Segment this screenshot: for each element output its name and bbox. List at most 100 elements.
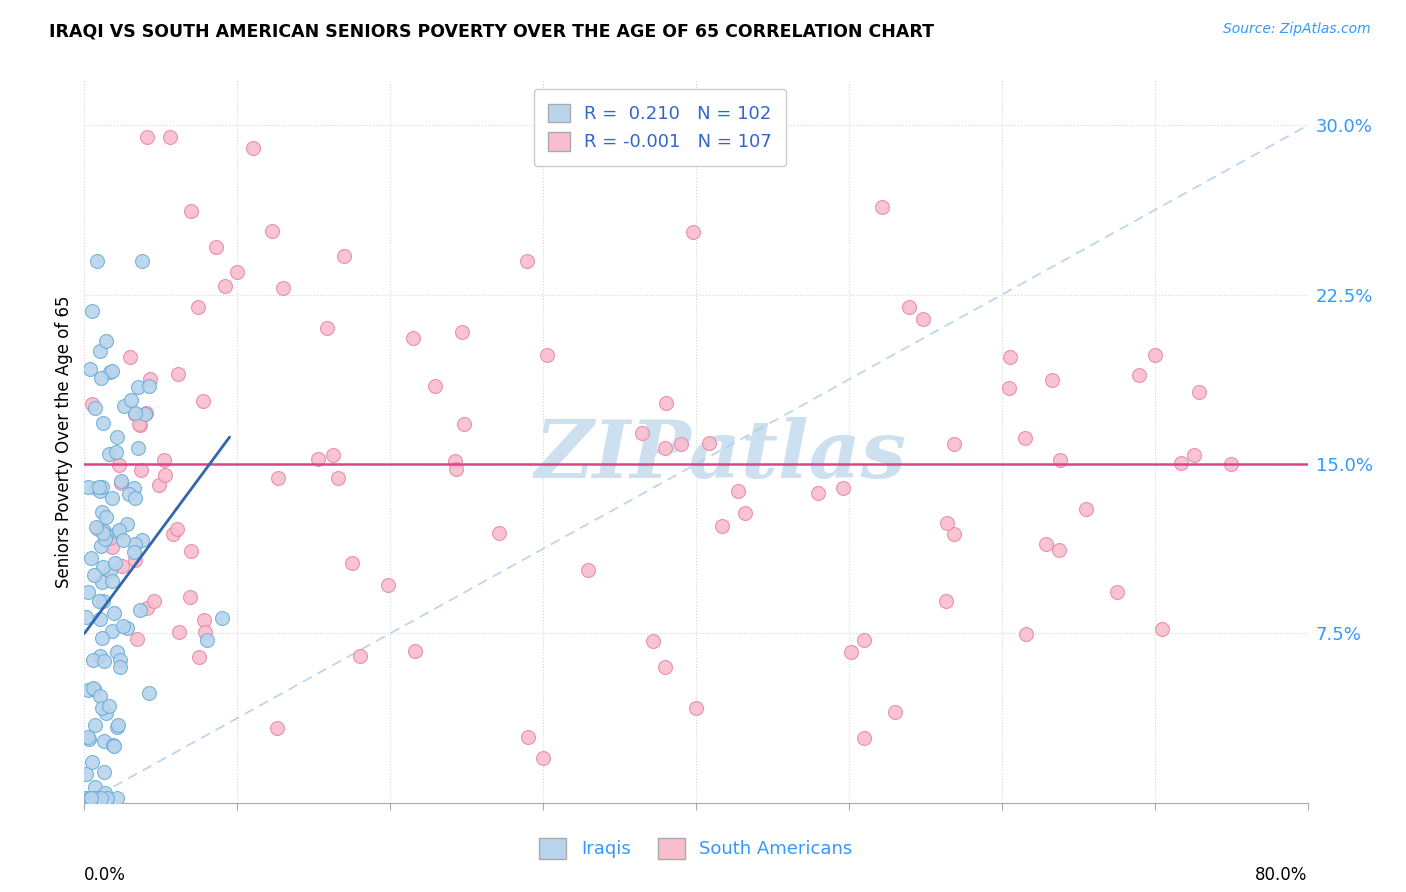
Point bbox=[138, 686, 160, 700]
Point bbox=[87, 522, 110, 536]
Point bbox=[110, 475, 132, 489]
Point bbox=[83, 681, 105, 696]
Point bbox=[80, 303, 103, 318]
Point bbox=[166, 522, 188, 536]
Legend: Iraqis, South Americans: Iraqis, South Americans bbox=[533, 830, 859, 866]
Point bbox=[94, 706, 117, 721]
Point bbox=[128, 603, 150, 617]
Point bbox=[1074, 502, 1097, 516]
Point bbox=[83, 568, 105, 582]
Point bbox=[124, 408, 146, 422]
Point bbox=[105, 430, 128, 444]
Point bbox=[101, 574, 124, 589]
Point bbox=[1035, 537, 1057, 551]
Point bbox=[135, 406, 157, 420]
Point bbox=[91, 417, 114, 431]
Point bbox=[516, 731, 538, 745]
Point bbox=[127, 441, 149, 455]
Point bbox=[727, 484, 749, 499]
Point bbox=[80, 756, 103, 770]
Point bbox=[167, 367, 190, 381]
Point bbox=[93, 765, 115, 780]
Point bbox=[138, 378, 160, 392]
Point bbox=[128, 418, 150, 433]
Point bbox=[124, 491, 146, 505]
Point bbox=[107, 458, 129, 472]
Point bbox=[86, 791, 108, 805]
Point bbox=[89, 483, 111, 498]
Point bbox=[91, 480, 114, 494]
Text: 80.0%: 80.0% bbox=[1256, 866, 1308, 884]
Point bbox=[98, 565, 121, 579]
Point bbox=[734, 506, 756, 520]
Point bbox=[205, 240, 228, 254]
Point bbox=[118, 487, 141, 501]
Point bbox=[191, 393, 214, 408]
Point bbox=[1040, 373, 1063, 387]
Point bbox=[122, 545, 145, 559]
Point bbox=[267, 471, 290, 485]
Point bbox=[124, 407, 146, 421]
Point bbox=[536, 348, 558, 362]
Point bbox=[139, 372, 162, 386]
Point bbox=[103, 607, 125, 621]
Point bbox=[193, 613, 215, 627]
Point bbox=[105, 791, 128, 805]
Point bbox=[839, 645, 862, 659]
Point bbox=[404, 644, 426, 658]
Point bbox=[84, 401, 107, 415]
Point bbox=[942, 527, 965, 541]
Point bbox=[90, 631, 112, 645]
Point bbox=[242, 141, 264, 155]
Point bbox=[91, 574, 114, 589]
Text: 0.0%: 0.0% bbox=[84, 866, 127, 884]
Point bbox=[94, 786, 117, 800]
Point bbox=[90, 700, 112, 714]
Point bbox=[107, 718, 129, 732]
Point bbox=[86, 520, 108, 534]
Text: IRAQI VS SOUTH AMERICAN SENIORS POVERTY OVER THE AGE OF 65 CORRELATION CHART: IRAQI VS SOUTH AMERICAN SENIORS POVERTY … bbox=[49, 22, 934, 40]
Point bbox=[77, 584, 100, 599]
Point bbox=[77, 731, 100, 745]
Point bbox=[94, 334, 117, 348]
Point bbox=[103, 739, 125, 753]
Point bbox=[654, 441, 676, 455]
Point bbox=[807, 486, 830, 500]
Point bbox=[872, 200, 894, 214]
Point bbox=[423, 379, 446, 393]
Point bbox=[89, 593, 111, 607]
Point bbox=[211, 610, 233, 624]
Point bbox=[1105, 585, 1128, 599]
Point bbox=[1143, 348, 1166, 362]
Point bbox=[711, 519, 734, 533]
Point bbox=[75, 791, 97, 805]
Point bbox=[142, 594, 165, 608]
Point bbox=[131, 253, 153, 268]
Point bbox=[127, 380, 149, 394]
Point bbox=[631, 425, 654, 440]
Point bbox=[108, 659, 131, 673]
Point bbox=[1014, 627, 1036, 641]
Point bbox=[125, 632, 148, 646]
Point bbox=[79, 731, 101, 746]
Point bbox=[1182, 448, 1205, 462]
Point bbox=[115, 621, 138, 635]
Point bbox=[531, 750, 554, 764]
Point bbox=[316, 321, 339, 335]
Point bbox=[488, 526, 510, 541]
Point bbox=[101, 624, 124, 639]
Point bbox=[443, 454, 465, 468]
Point bbox=[76, 480, 98, 494]
Point bbox=[89, 371, 111, 385]
Point bbox=[98, 447, 121, 461]
Point bbox=[155, 467, 177, 482]
Point bbox=[453, 417, 475, 432]
Point bbox=[897, 301, 920, 315]
Point bbox=[654, 660, 676, 674]
Point bbox=[90, 539, 112, 553]
Point bbox=[195, 633, 218, 648]
Point bbox=[128, 417, 150, 431]
Point bbox=[266, 721, 288, 735]
Point bbox=[82, 681, 104, 696]
Point bbox=[96, 791, 118, 805]
